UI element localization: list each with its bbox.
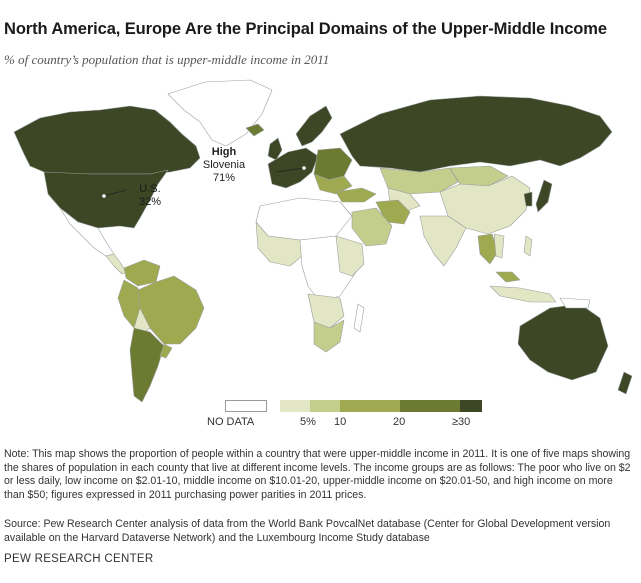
world-map bbox=[13, 79, 633, 403]
legend-bin-2 bbox=[310, 400, 340, 412]
canada-shape bbox=[13, 105, 201, 175]
slovenia-callout-value: 71% bbox=[212, 172, 236, 184]
slovenia-marker bbox=[302, 166, 306, 170]
brand-logo-text: PEW RESEARCH CENTER bbox=[4, 553, 154, 565]
balkans-shape bbox=[313, 173, 353, 195]
legend-bin-1 bbox=[280, 400, 310, 412]
slovenia-callout-name: Slovenia bbox=[202, 159, 246, 171]
uk-shape bbox=[267, 137, 283, 161]
legend-bin-5 bbox=[460, 400, 482, 412]
us-callout-value: 32% bbox=[138, 196, 162, 208]
us-callout-name: U.S. bbox=[139, 183, 161, 195]
uruguay-shape bbox=[159, 343, 173, 359]
indonesia-shape bbox=[489, 285, 557, 303]
us-leader-line bbox=[103, 189, 127, 197]
turkey-shape bbox=[335, 187, 377, 203]
argentina-shape bbox=[129, 327, 165, 403]
south-africa-shape bbox=[313, 319, 345, 353]
legend-bin-3 bbox=[340, 400, 400, 412]
greenland-shape bbox=[167, 79, 273, 147]
us-callout: U.S. 32% bbox=[131, 183, 169, 209]
legend-no-data-label: NO DATA bbox=[207, 416, 255, 428]
chart-subtitle: % of country’s population that is upper-… bbox=[4, 52, 330, 67]
scandinavia-shape bbox=[295, 105, 333, 147]
venezuela-shape bbox=[123, 259, 161, 287]
vietnam-shape bbox=[493, 233, 505, 259]
madagascar-shape bbox=[353, 303, 365, 333]
west-africa-shape bbox=[255, 221, 303, 267]
us-marker bbox=[102, 194, 106, 198]
australia-shape bbox=[517, 303, 609, 381]
chart-source: Source: Pew Research Center analysis of … bbox=[4, 518, 611, 544]
map-legend: NO DATA 5% 10 20 ≥30 bbox=[0, 396, 641, 436]
chart-title: North America, Europe Are the Principal … bbox=[4, 20, 607, 38]
western-europe-shape bbox=[267, 147, 319, 189]
central-america-shape bbox=[105, 253, 127, 275]
new-zealand-shape bbox=[617, 371, 633, 395]
slovenia-callout-heading: High bbox=[211, 146, 237, 158]
chart-note: Note: This map shows the proportion of p… bbox=[4, 448, 631, 501]
legend-tick-3: 20 bbox=[393, 416, 406, 428]
india-shape bbox=[419, 215, 467, 267]
eastern-europe-shape bbox=[313, 147, 353, 181]
japan-shape bbox=[535, 179, 553, 213]
slovenia-leader-line bbox=[275, 167, 305, 173]
mongolia-shape bbox=[449, 165, 509, 187]
philippines-shape bbox=[523, 235, 533, 257]
iceland-shape bbox=[245, 123, 265, 137]
legend-no-data-swatch bbox=[225, 400, 267, 412]
papua-shape bbox=[559, 297, 591, 309]
malaysia-shape bbox=[495, 271, 521, 283]
legend-tick-4: ≥30 bbox=[452, 416, 471, 428]
slovenia-callout: High Slovenia 71% bbox=[202, 146, 246, 185]
east-africa-shape bbox=[335, 235, 365, 277]
thailand-shape bbox=[477, 233, 499, 265]
legend-bin-4 bbox=[400, 400, 460, 412]
arabia-shape bbox=[351, 207, 393, 247]
north-africa-shape bbox=[255, 197, 353, 241]
legend-tick-1: 5% bbox=[300, 416, 316, 428]
russia-shape bbox=[339, 95, 613, 173]
legend-tick-2: 10 bbox=[334, 416, 347, 428]
southern-africa-shape bbox=[307, 293, 345, 329]
korea-shape bbox=[523, 191, 533, 207]
